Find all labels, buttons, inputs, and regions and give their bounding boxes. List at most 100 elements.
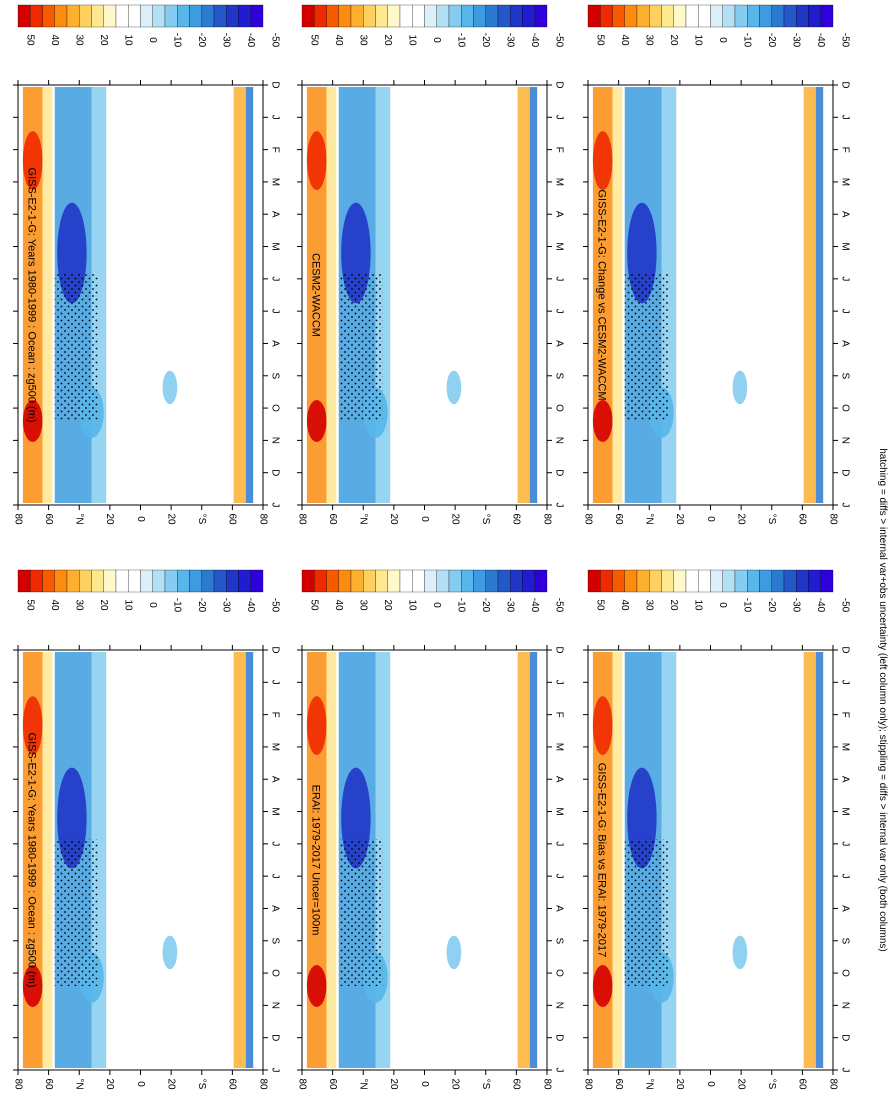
colorbar-label: 20 <box>668 599 679 611</box>
colorbar-swatch <box>624 4 638 28</box>
lat-tick-label: °S <box>480 514 491 525</box>
month-tick-label: O <box>839 969 850 977</box>
colorbar-swatch <box>250 4 264 28</box>
month-tick-label: J <box>553 115 564 120</box>
month-tick-label: O <box>839 404 850 412</box>
colorbar-label: -40 <box>245 598 256 613</box>
colorbar-label: -10 <box>742 598 753 613</box>
colorbar-label: 40 <box>49 34 60 46</box>
month-tick-label: S <box>839 937 850 944</box>
panel-title: GISS-E2-1-G: Years 1980-1999 : Ocean : z… <box>25 168 37 423</box>
lat-tick-label: 0 <box>135 1081 146 1087</box>
lat-tick-label: °N <box>644 1078 655 1089</box>
colorbar-swatch <box>436 4 450 28</box>
colorbar-swatch <box>436 569 450 593</box>
contour-band <box>306 87 327 503</box>
contour-band <box>233 87 246 503</box>
colorbar-swatch <box>424 4 437 28</box>
colorbar-label: -10 <box>456 598 467 613</box>
month-tick-label: F <box>269 147 280 153</box>
colorbar-swatch <box>164 4 178 28</box>
lat-tick-label: 20 <box>165 1078 176 1090</box>
colorbar-swatch <box>326 4 339 28</box>
colorbar-label: 50 <box>595 599 606 611</box>
contour-band <box>306 652 327 1068</box>
month-tick-label: O <box>269 969 280 977</box>
colorbar-swatch <box>375 4 388 28</box>
colorbar-swatch <box>612 569 625 593</box>
colorbar-swatch <box>30 569 43 593</box>
month-tick-label: J <box>839 1068 850 1073</box>
colorbar-label: -10 <box>456 33 467 48</box>
colorbar-swatch <box>600 569 613 593</box>
colorbar-swatch <box>522 4 535 28</box>
month-tick-label: J <box>553 309 564 314</box>
lat-tick-label: 0 <box>135 516 146 522</box>
month-tick-label: F <box>553 147 564 153</box>
colorbar-label: 30 <box>74 34 85 46</box>
month-tick-label: D <box>839 81 850 88</box>
month-tick-label: J <box>269 115 280 120</box>
lat-tick-label: 80 <box>582 1078 593 1090</box>
colorbar-swatch <box>140 4 153 28</box>
contour-band <box>245 652 254 1068</box>
month-tick-label: J <box>269 874 280 879</box>
colorbar-label: -20 <box>766 33 777 48</box>
colorbar-swatch <box>189 4 202 28</box>
contour-blob <box>22 400 43 442</box>
colorbar-label: -20 <box>766 598 777 613</box>
colorbar-swatch <box>30 4 43 28</box>
contour-blob <box>592 131 613 191</box>
contour-band <box>233 652 246 1068</box>
contour-blob <box>306 965 327 1007</box>
lat-tick-label: 20 <box>449 513 460 525</box>
colorbar-swatch <box>722 4 736 28</box>
colorbar-swatch <box>698 569 711 593</box>
stippling <box>338 839 383 986</box>
contour-band <box>517 87 530 503</box>
colorbar-label: -50 <box>270 598 281 613</box>
panel: 80 60 °N 20 0 20 °S 60 80 D J F M A M J J A S O N D J GISS-E2-1… <box>582 4 851 525</box>
colorbar-swatch <box>534 4 548 28</box>
month-tick-label: S <box>553 372 564 379</box>
colorbar-label: 50 <box>595 34 606 46</box>
contour-blob <box>592 696 613 755</box>
contour-band <box>326 87 337 503</box>
month-tick-label: D <box>269 646 280 653</box>
colorbar-label: 0 <box>147 37 158 43</box>
lat-tick-label: 60 <box>227 513 238 525</box>
colorbar-label: -10 <box>742 33 753 48</box>
colorbar-swatch <box>226 4 239 28</box>
month-tick-label: J <box>553 841 564 846</box>
colorbar-swatch <box>636 4 650 28</box>
colorbar-swatch <box>510 4 523 28</box>
colorbar-swatch <box>534 569 548 593</box>
month-tick-label: A <box>839 211 850 218</box>
colorbar-swatch <box>350 4 364 28</box>
month-tick-label: F <box>269 712 280 718</box>
colorbar-label: 50 <box>25 599 36 611</box>
month-tick-label: M <box>269 242 280 250</box>
colorbar-swatch <box>522 569 535 593</box>
contour-band <box>529 87 538 503</box>
month-tick-label: N <box>553 1002 564 1009</box>
contour-blob <box>592 965 613 1007</box>
colorbar-swatch <box>17 569 31 593</box>
colorbar-label: -20 <box>480 598 491 613</box>
month-tick-label: M <box>839 807 850 815</box>
colorbar-swatch <box>79 4 92 28</box>
colorbar-swatch <box>448 4 462 28</box>
colorbar-label: 40 <box>49 599 60 611</box>
contour-blob <box>592 400 613 442</box>
lat-tick-label: 20 <box>388 513 399 525</box>
month-tick-label: D <box>553 646 564 653</box>
colorbar-swatch <box>771 4 785 28</box>
colorbar-swatch <box>649 4 662 28</box>
contour-band <box>529 652 538 1068</box>
stippling <box>54 274 99 421</box>
colorbar-swatch <box>747 569 760 593</box>
colorbar-swatch <box>759 569 772 593</box>
month-tick-label: J <box>269 276 280 281</box>
lat-tick-label: 80 <box>582 513 593 525</box>
month-tick-label: O <box>553 404 564 412</box>
